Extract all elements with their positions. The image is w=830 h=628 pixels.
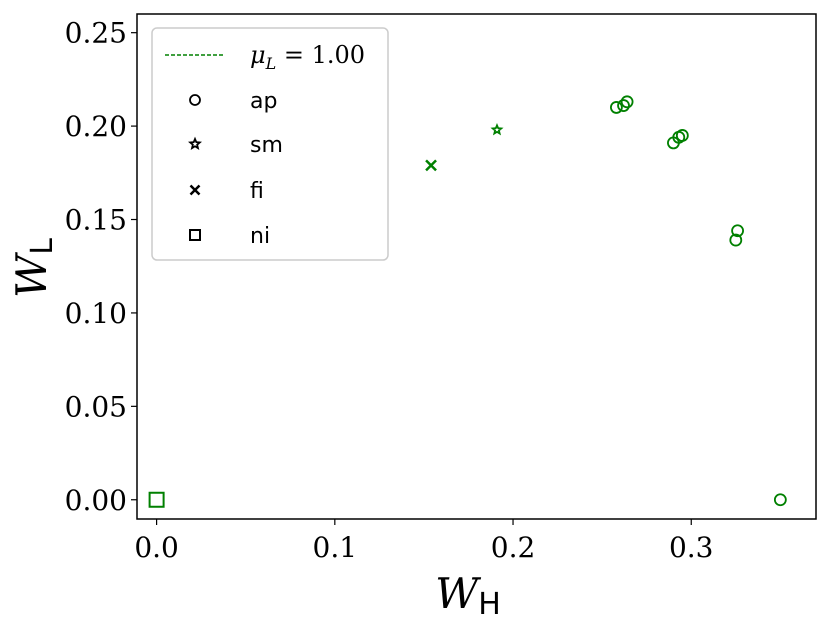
legend-box (151, 27, 389, 261)
legend-label-fi: fi (250, 179, 264, 204)
legend-marker-ap (189, 94, 201, 106)
legend-marker-fi (189, 184, 201, 196)
legend-marker-ni (189, 229, 201, 241)
x-tick-label: 0.0 (134, 531, 179, 564)
data-points (148, 95, 787, 508)
point-circle (773, 493, 787, 507)
legend-marker-entries: ap sm fi ni (188, 89, 283, 249)
point-x (425, 159, 437, 172)
y-axis-ticks: 0.00 0.05 0.10 0.15 0.20 0.25 (65, 17, 137, 517)
y-tick-label: 0.20 (65, 110, 127, 143)
y-tick-label: 0.05 (65, 390, 127, 423)
x-axis-label: WH (435, 569, 501, 622)
y-tick-label: 0.10 (65, 297, 127, 330)
y-tick-label: 0.00 (65, 484, 127, 517)
legend-line-label: μL = 1.00 (250, 41, 365, 73)
x-tick-label: 0.3 (669, 531, 714, 564)
legend-label-sm: sm (250, 133, 283, 158)
point-star (490, 122, 504, 136)
plot-frame (136, 13, 817, 520)
legend-label-ap: ap (250, 89, 277, 114)
point-circle (609, 101, 623, 114)
point-circle (731, 224, 744, 238)
x-tick-label: 0.1 (313, 531, 358, 564)
y-tick-label: 0.15 (65, 204, 127, 237)
legend-label-ni: ni (250, 224, 270, 249)
x-tick-label: 0.2 (491, 531, 536, 564)
y-axis-label: WL (7, 238, 60, 298)
point-square (148, 491, 165, 508)
y-tick-label: 0.25 (65, 17, 127, 50)
legend-marker-sm (188, 136, 202, 150)
point-circle (729, 233, 743, 247)
point-circle (617, 99, 630, 112)
x-axis-ticks: 0.0 0.1 0.2 0.3 (134, 519, 714, 564)
legend: μL = 1.00 ap sm fi ni (151, 27, 389, 261)
point-circle (620, 95, 634, 109)
point-circle (675, 129, 689, 142)
